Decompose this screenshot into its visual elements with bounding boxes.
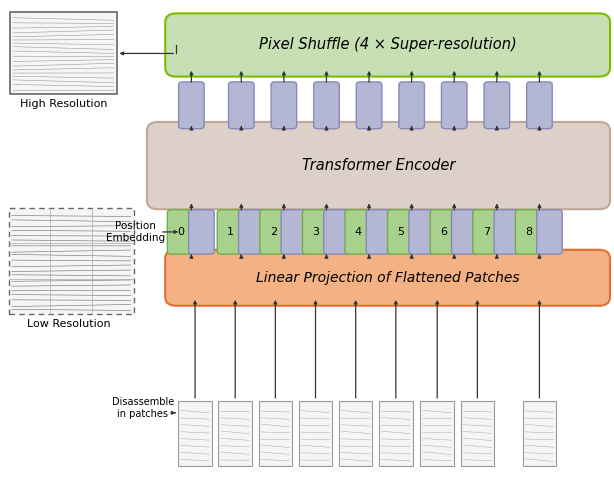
FancyBboxPatch shape xyxy=(168,210,194,254)
Text: 2: 2 xyxy=(270,227,277,237)
Bar xyxy=(9,208,134,314)
FancyBboxPatch shape xyxy=(494,210,519,254)
Text: 5: 5 xyxy=(397,227,405,237)
FancyBboxPatch shape xyxy=(179,82,204,129)
FancyBboxPatch shape xyxy=(537,210,562,254)
Text: 1: 1 xyxy=(227,227,234,237)
Text: Low Resolution: Low Resolution xyxy=(26,319,111,329)
Bar xyxy=(10,12,117,95)
FancyBboxPatch shape xyxy=(367,210,392,254)
Text: 3: 3 xyxy=(313,227,319,237)
FancyBboxPatch shape xyxy=(409,210,435,254)
FancyBboxPatch shape xyxy=(430,210,457,254)
FancyBboxPatch shape xyxy=(303,210,329,254)
FancyBboxPatch shape xyxy=(281,210,307,254)
FancyBboxPatch shape xyxy=(527,82,552,129)
Text: 4: 4 xyxy=(355,227,362,237)
FancyBboxPatch shape xyxy=(484,82,510,129)
Text: Pixel Shuffle (4 × Super-resolution): Pixel Shuffle (4 × Super-resolution) xyxy=(258,38,516,53)
FancyBboxPatch shape xyxy=(451,210,477,254)
FancyBboxPatch shape xyxy=(345,210,372,254)
FancyBboxPatch shape xyxy=(387,210,414,254)
FancyBboxPatch shape xyxy=(324,210,349,254)
Text: Linear Projection of Flattened Patches: Linear Projection of Flattened Patches xyxy=(256,271,519,285)
FancyBboxPatch shape xyxy=(147,122,610,209)
Bar xyxy=(219,401,252,466)
Text: High Resolution: High Resolution xyxy=(20,99,107,109)
FancyBboxPatch shape xyxy=(515,210,542,254)
Bar xyxy=(339,401,373,466)
FancyBboxPatch shape xyxy=(228,82,254,129)
Bar xyxy=(258,401,292,466)
FancyBboxPatch shape xyxy=(165,250,610,306)
Text: Transformer Encoder: Transformer Encoder xyxy=(302,158,455,173)
FancyBboxPatch shape xyxy=(271,82,297,129)
FancyBboxPatch shape xyxy=(399,82,424,129)
Bar xyxy=(460,401,494,466)
FancyBboxPatch shape xyxy=(165,13,610,77)
FancyBboxPatch shape xyxy=(356,82,382,129)
FancyBboxPatch shape xyxy=(217,210,244,254)
Text: 7: 7 xyxy=(483,227,490,237)
Bar xyxy=(379,401,413,466)
Bar xyxy=(421,401,454,466)
FancyBboxPatch shape xyxy=(188,210,214,254)
FancyBboxPatch shape xyxy=(473,210,500,254)
FancyBboxPatch shape xyxy=(314,82,340,129)
FancyBboxPatch shape xyxy=(260,210,287,254)
Text: 6: 6 xyxy=(440,227,447,237)
Bar xyxy=(178,401,212,466)
Text: 8: 8 xyxy=(525,227,532,237)
Bar xyxy=(523,401,556,466)
Text: Position
Embedding: Position Embedding xyxy=(106,221,165,243)
Text: Disassemble
in patches: Disassemble in patches xyxy=(112,397,174,419)
Text: 0: 0 xyxy=(177,227,184,237)
Bar xyxy=(299,401,332,466)
FancyBboxPatch shape xyxy=(239,210,264,254)
FancyBboxPatch shape xyxy=(441,82,467,129)
